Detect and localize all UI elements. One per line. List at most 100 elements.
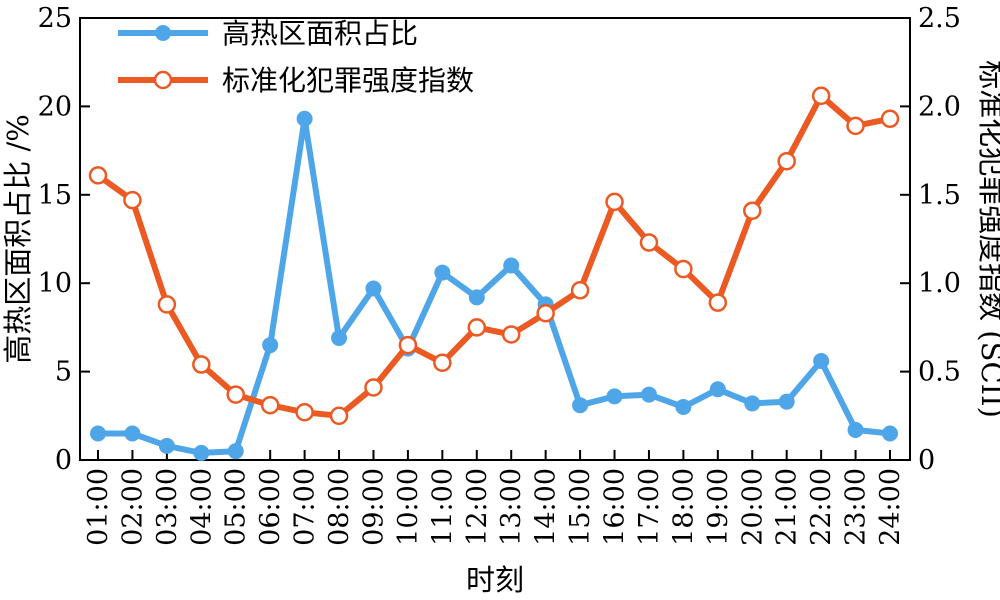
right-y-axis: 0 0.5 1.0 1.5 2.0 2.5: [900, 3, 961, 476]
series-line-1: [95, 92, 893, 419]
series-1-point: [329, 406, 349, 426]
series-1-point: [260, 395, 280, 415]
x-tick-label: 22:00: [806, 468, 837, 546]
x-tick-label: 04:00: [186, 468, 217, 546]
x-tick-label: 20:00: [737, 468, 768, 546]
series-1-point: [226, 385, 245, 404]
series-1-point: [674, 259, 693, 279]
series-0-point: [882, 425, 898, 442]
series-1-point: [157, 295, 177, 314]
x-tick-label: 03:00: [152, 468, 183, 546]
x-axis: 01:00 02:00 03:00 04:00 05:00 06:00 07:00 08:00…: [83, 450, 906, 546]
series-0-point: [468, 289, 485, 306]
left-y-tick-label: 10: [38, 268, 72, 299]
x-tick-label: 16:00: [600, 468, 631, 546]
x-tick-label: 01:00: [83, 468, 114, 546]
series-1-point: [295, 403, 314, 422]
x-tick-label: 12:00: [462, 468, 493, 546]
x-tick-label: 18:00: [668, 468, 699, 546]
x-tick-label: 23:00: [841, 468, 872, 546]
series-0-point: [331, 330, 348, 347]
series-0-point: [158, 437, 175, 454]
series-1-point: [536, 304, 555, 323]
y-axis-right-title: 标准化犯罪强度指数 (SCII): [975, 60, 1000, 418]
series-1-point: [192, 355, 211, 374]
legend-item-crime-index: 标准化犯罪强度指数: [118, 64, 474, 97]
series-1-point: [811, 86, 831, 106]
series-1-point: [846, 116, 865, 136]
plot-area: [79, 17, 911, 461]
left-y-tick-label: 20: [38, 91, 72, 122]
series-0-point: [572, 397, 589, 414]
series-0-point: [675, 398, 692, 415]
x-tick-label: 19:00: [703, 468, 734, 546]
x-tick-label: 02:00: [117, 468, 148, 546]
legend-label-crime-index: 标准化犯罪强度指数: [222, 64, 474, 97]
series-0-point: [296, 110, 313, 127]
series-1-point: [777, 151, 796, 171]
right-y-tick-label: 0: [918, 445, 935, 476]
series-1-point: [501, 325, 521, 344]
series-1-point: [743, 201, 762, 220]
right-y-tick-label: 2.5: [918, 3, 961, 34]
series-0-point: [606, 388, 623, 405]
x-tick-label: 21:00: [772, 468, 803, 546]
series-1-point: [708, 293, 728, 312]
series-0-point: [262, 337, 279, 354]
series-1-point: [467, 318, 487, 337]
series-0-point: [434, 264, 451, 281]
series-0-point: [227, 443, 244, 460]
x-tick-label: 06:00: [255, 468, 286, 546]
right-y-tick-label: 1.0: [918, 268, 961, 299]
x-tick-label: 09:00: [358, 468, 389, 546]
series-0-point: [640, 386, 657, 403]
x-tick-label: 14:00: [531, 468, 562, 546]
legend-label-heat-area: 高热区面积占比: [222, 17, 418, 50]
x-tick-label: 15:00: [565, 468, 596, 546]
plot-frame: [79, 17, 911, 461]
left-y-tick-label: 25: [38, 3, 72, 34]
series-1-point: [880, 109, 900, 129]
series-1-point: [605, 192, 624, 212]
right-y-tick-label: 1.5: [918, 180, 961, 211]
series-0-point: [778, 393, 795, 410]
series-1-point: [123, 190, 142, 210]
x-tick-label: 11:00: [427, 468, 458, 546]
x-axis-title: 时刻: [466, 563, 524, 597]
series-layer: [88, 86, 900, 461]
x-tick-label: 10:00: [393, 468, 424, 546]
x-tick-label: 24:00: [875, 468, 906, 546]
right-y-tick-label: 2.0: [918, 91, 961, 122]
legend: 高热区面积占比 标准化犯罪强度指数: [118, 17, 474, 97]
series-0-point: [847, 421, 864, 438]
x-tick-label: 05:00: [221, 468, 252, 546]
legend-marker-heat-area: [155, 25, 171, 41]
x-tick-label: 17:00: [634, 468, 665, 546]
series-0-point: [744, 395, 761, 412]
series-0-point: [90, 425, 106, 442]
series-0-point: [193, 444, 210, 461]
series-0-point: [503, 257, 520, 274]
series-1-point: [364, 378, 383, 397]
series-0-point: [124, 425, 141, 442]
series-1-point: [398, 335, 418, 355]
legend-marker-crime-index: [153, 70, 173, 90]
x-tick-label: 08:00: [324, 468, 355, 546]
series-0-point: [813, 352, 830, 369]
left-y-tick-label: 5: [55, 357, 72, 388]
x-tick-label: 13:00: [496, 468, 527, 546]
series-1-point: [570, 281, 590, 300]
left-y-tick-label: 15: [38, 180, 72, 211]
series-0-point: [365, 280, 382, 297]
legend-item-heat-area: 高热区面积占比: [118, 17, 418, 50]
series-1-point: [88, 166, 108, 185]
left-y-tick-label: 0: [55, 445, 72, 476]
right-y-tick-label: 0.5: [918, 357, 961, 388]
series-line-0: [95, 115, 893, 456]
left-y-axis: 0 5 10 15 20 25: [38, 3, 90, 476]
series-0-point: [709, 381, 726, 398]
series-1-point: [639, 233, 659, 252]
series-1-point: [433, 353, 452, 373]
y-axis-left-title: 高热区面积占比 /%: [1, 114, 35, 364]
